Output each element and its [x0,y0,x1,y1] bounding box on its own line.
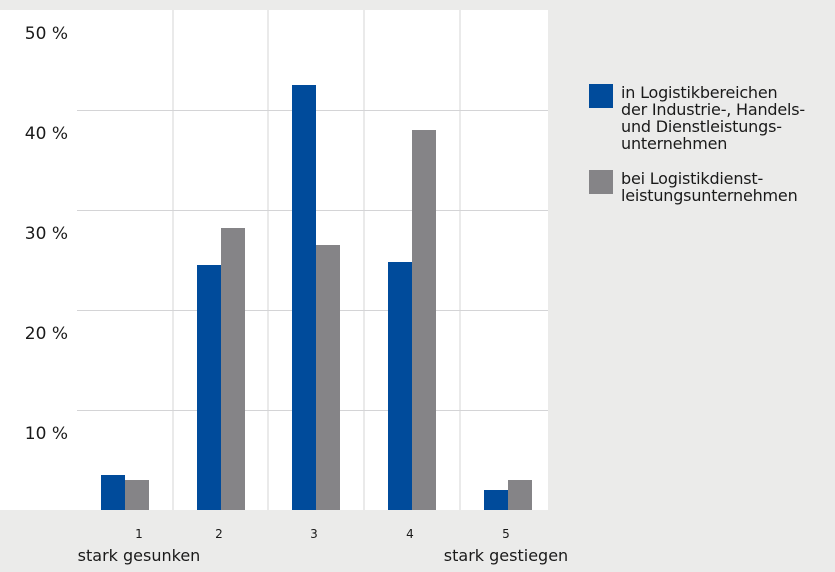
x-tick-label: 4 [406,527,414,541]
legend-swatch-series-1 [589,84,613,108]
y-tick-label: 30 % [25,224,68,244]
bar-series-2-2 [221,228,245,510]
legend-item-series-1: in Logistikbereichen der Industrie-, Han… [589,84,835,152]
y-tick-label: 10 % [25,424,68,444]
bar-series-1-1 [101,475,125,510]
legend: in Logistikbereichen der Industrie-, Han… [589,84,835,222]
bar-series-2-1 [125,480,149,510]
legend-label-series-2: bei Logistikdienst- leistungsunternehmen [621,169,798,205]
bar-series-1-3 [292,85,316,510]
x-scale-end-label: stark gestiegen [444,546,568,565]
y-tick-label: 20 % [25,324,68,344]
bar-series-2-3 [316,245,340,510]
bar-series-2-4 [412,130,436,510]
bar-series-1-5 [484,490,508,510]
legend-label-series-1: in Logistikbereichen der Industrie-, Han… [621,83,805,153]
legend-item-series-2: bei Logistikdienst- leistungsunternehmen [589,170,835,204]
x-tick-label: 3 [310,527,318,541]
bar-series-1-4 [388,262,412,510]
x-tick-label: 2 [215,527,223,541]
bars [101,85,532,510]
y-tick-label: 40 % [25,124,68,144]
legend-swatch-series-2 [589,170,613,194]
x-tick-label: 1 [135,527,143,541]
axis-labels: 10 % 20 % 30 % 40 % 50 % 1 2 3 4 5 stark gesunken s… [25,24,568,565]
bar-series-2-5 [508,480,532,510]
x-scale-end-label: stark gesunken [78,546,201,565]
bar-series-1-2 [197,265,221,510]
x-tick-label: 5 [502,527,510,541]
plot-area [0,10,548,510]
y-tick-label: 50 % [25,24,68,44]
